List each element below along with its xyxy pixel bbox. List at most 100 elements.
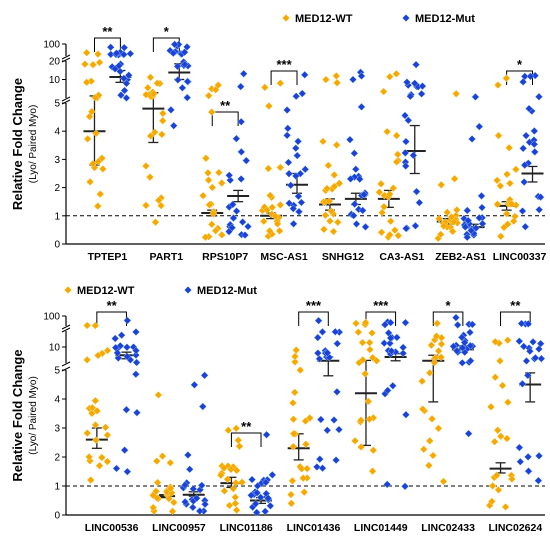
mut-point (122, 79, 131, 88)
mut-point (237, 175, 246, 183)
mut-point (466, 341, 475, 350)
wt-point (158, 116, 167, 125)
wt-point (496, 432, 505, 441)
wt-point (166, 484, 175, 493)
mut-point (402, 137, 410, 146)
significance-bracket (270, 70, 298, 85)
wt-point (492, 471, 501, 480)
mut-point (292, 92, 301, 101)
wt-point (305, 414, 314, 422)
wt-point (235, 442, 244, 451)
wt-point (496, 356, 504, 365)
y-tick-label: 5 (54, 366, 60, 377)
mut-point (167, 105, 175, 114)
mut-point (298, 89, 307, 98)
mut-point (183, 451, 192, 459)
mut-point (536, 193, 545, 202)
mut-point (525, 104, 534, 113)
mut-point (475, 213, 484, 222)
wt-point (276, 79, 285, 88)
mut-point (401, 111, 409, 120)
wt-point (289, 429, 298, 438)
wt-point (216, 471, 225, 480)
wt-point (232, 424, 241, 433)
mut-point (464, 216, 473, 225)
mut-point (522, 357, 531, 365)
mut-point (192, 494, 201, 503)
wt-point (214, 168, 223, 177)
mut-point (318, 327, 327, 336)
mut-point (401, 162, 410, 170)
mut-point (385, 339, 394, 348)
mut-point (201, 500, 210, 509)
wt-point (319, 225, 328, 234)
mut-point (520, 161, 529, 170)
wt-point (288, 399, 297, 407)
wt-point (291, 357, 299, 366)
significance-label: *** (276, 57, 292, 72)
y-tick-label: 3 (54, 155, 60, 166)
mut-point (264, 494, 273, 503)
wt-point (425, 368, 434, 377)
y-axis-sublabel: (Lyo/ Paired Myo) (28, 376, 39, 455)
mut-point (120, 446, 129, 455)
mut-point (242, 156, 251, 165)
y-tick-label: 10 (49, 343, 61, 354)
category-label: LINC01186 (220, 522, 273, 534)
mut-point (449, 342, 458, 351)
wt-point (225, 501, 234, 510)
mut-point (123, 316, 132, 325)
mut-point (253, 488, 262, 497)
mut-point (401, 148, 410, 157)
category-label: LINC00957 (152, 522, 206, 534)
mut-point (169, 49, 178, 58)
wt-point (503, 336, 512, 345)
wt-point (365, 415, 374, 424)
wt-point (368, 467, 377, 476)
wt-point (151, 218, 160, 227)
mut-point (124, 71, 133, 80)
mut-point (535, 92, 543, 101)
mut-point (314, 316, 323, 325)
wt-point (204, 176, 213, 185)
y-tick-label: 2 (54, 183, 60, 194)
mut-point (183, 42, 191, 51)
mut-point (402, 224, 411, 233)
mut-point (190, 380, 199, 389)
wt-point (80, 60, 89, 69)
mut-point (415, 198, 424, 207)
significance-bracket (432, 311, 464, 326)
wt-point (86, 177, 95, 186)
category-label: LINC02624 (489, 522, 543, 534)
mut-point (294, 137, 303, 146)
mut-point (349, 211, 358, 220)
wt-point (427, 341, 436, 350)
wt-point (231, 478, 240, 487)
wt-point (443, 208, 452, 217)
significance-label: * (164, 24, 170, 39)
wt-point (211, 85, 220, 94)
wt-point (91, 396, 100, 405)
mut-point (392, 333, 401, 342)
mut-point (380, 320, 389, 329)
wt-point (158, 109, 167, 118)
mut-point (132, 351, 140, 360)
mut-point (119, 50, 128, 59)
wt-point (220, 487, 229, 495)
mut-point (475, 122, 484, 131)
wt-point (393, 150, 402, 159)
mut-point (132, 328, 140, 336)
mut-point (387, 347, 396, 355)
mut-point (189, 484, 198, 493)
mut-point (112, 464, 121, 473)
wt-point (292, 346, 301, 355)
mut-point (301, 165, 310, 174)
wt-point (89, 60, 98, 69)
mut-point (116, 67, 125, 76)
wt-point (265, 227, 274, 235)
mut-point (350, 200, 359, 209)
wt-point (297, 464, 306, 473)
wt-point (303, 464, 312, 473)
mut-point (463, 206, 472, 215)
wt-point (157, 130, 166, 139)
